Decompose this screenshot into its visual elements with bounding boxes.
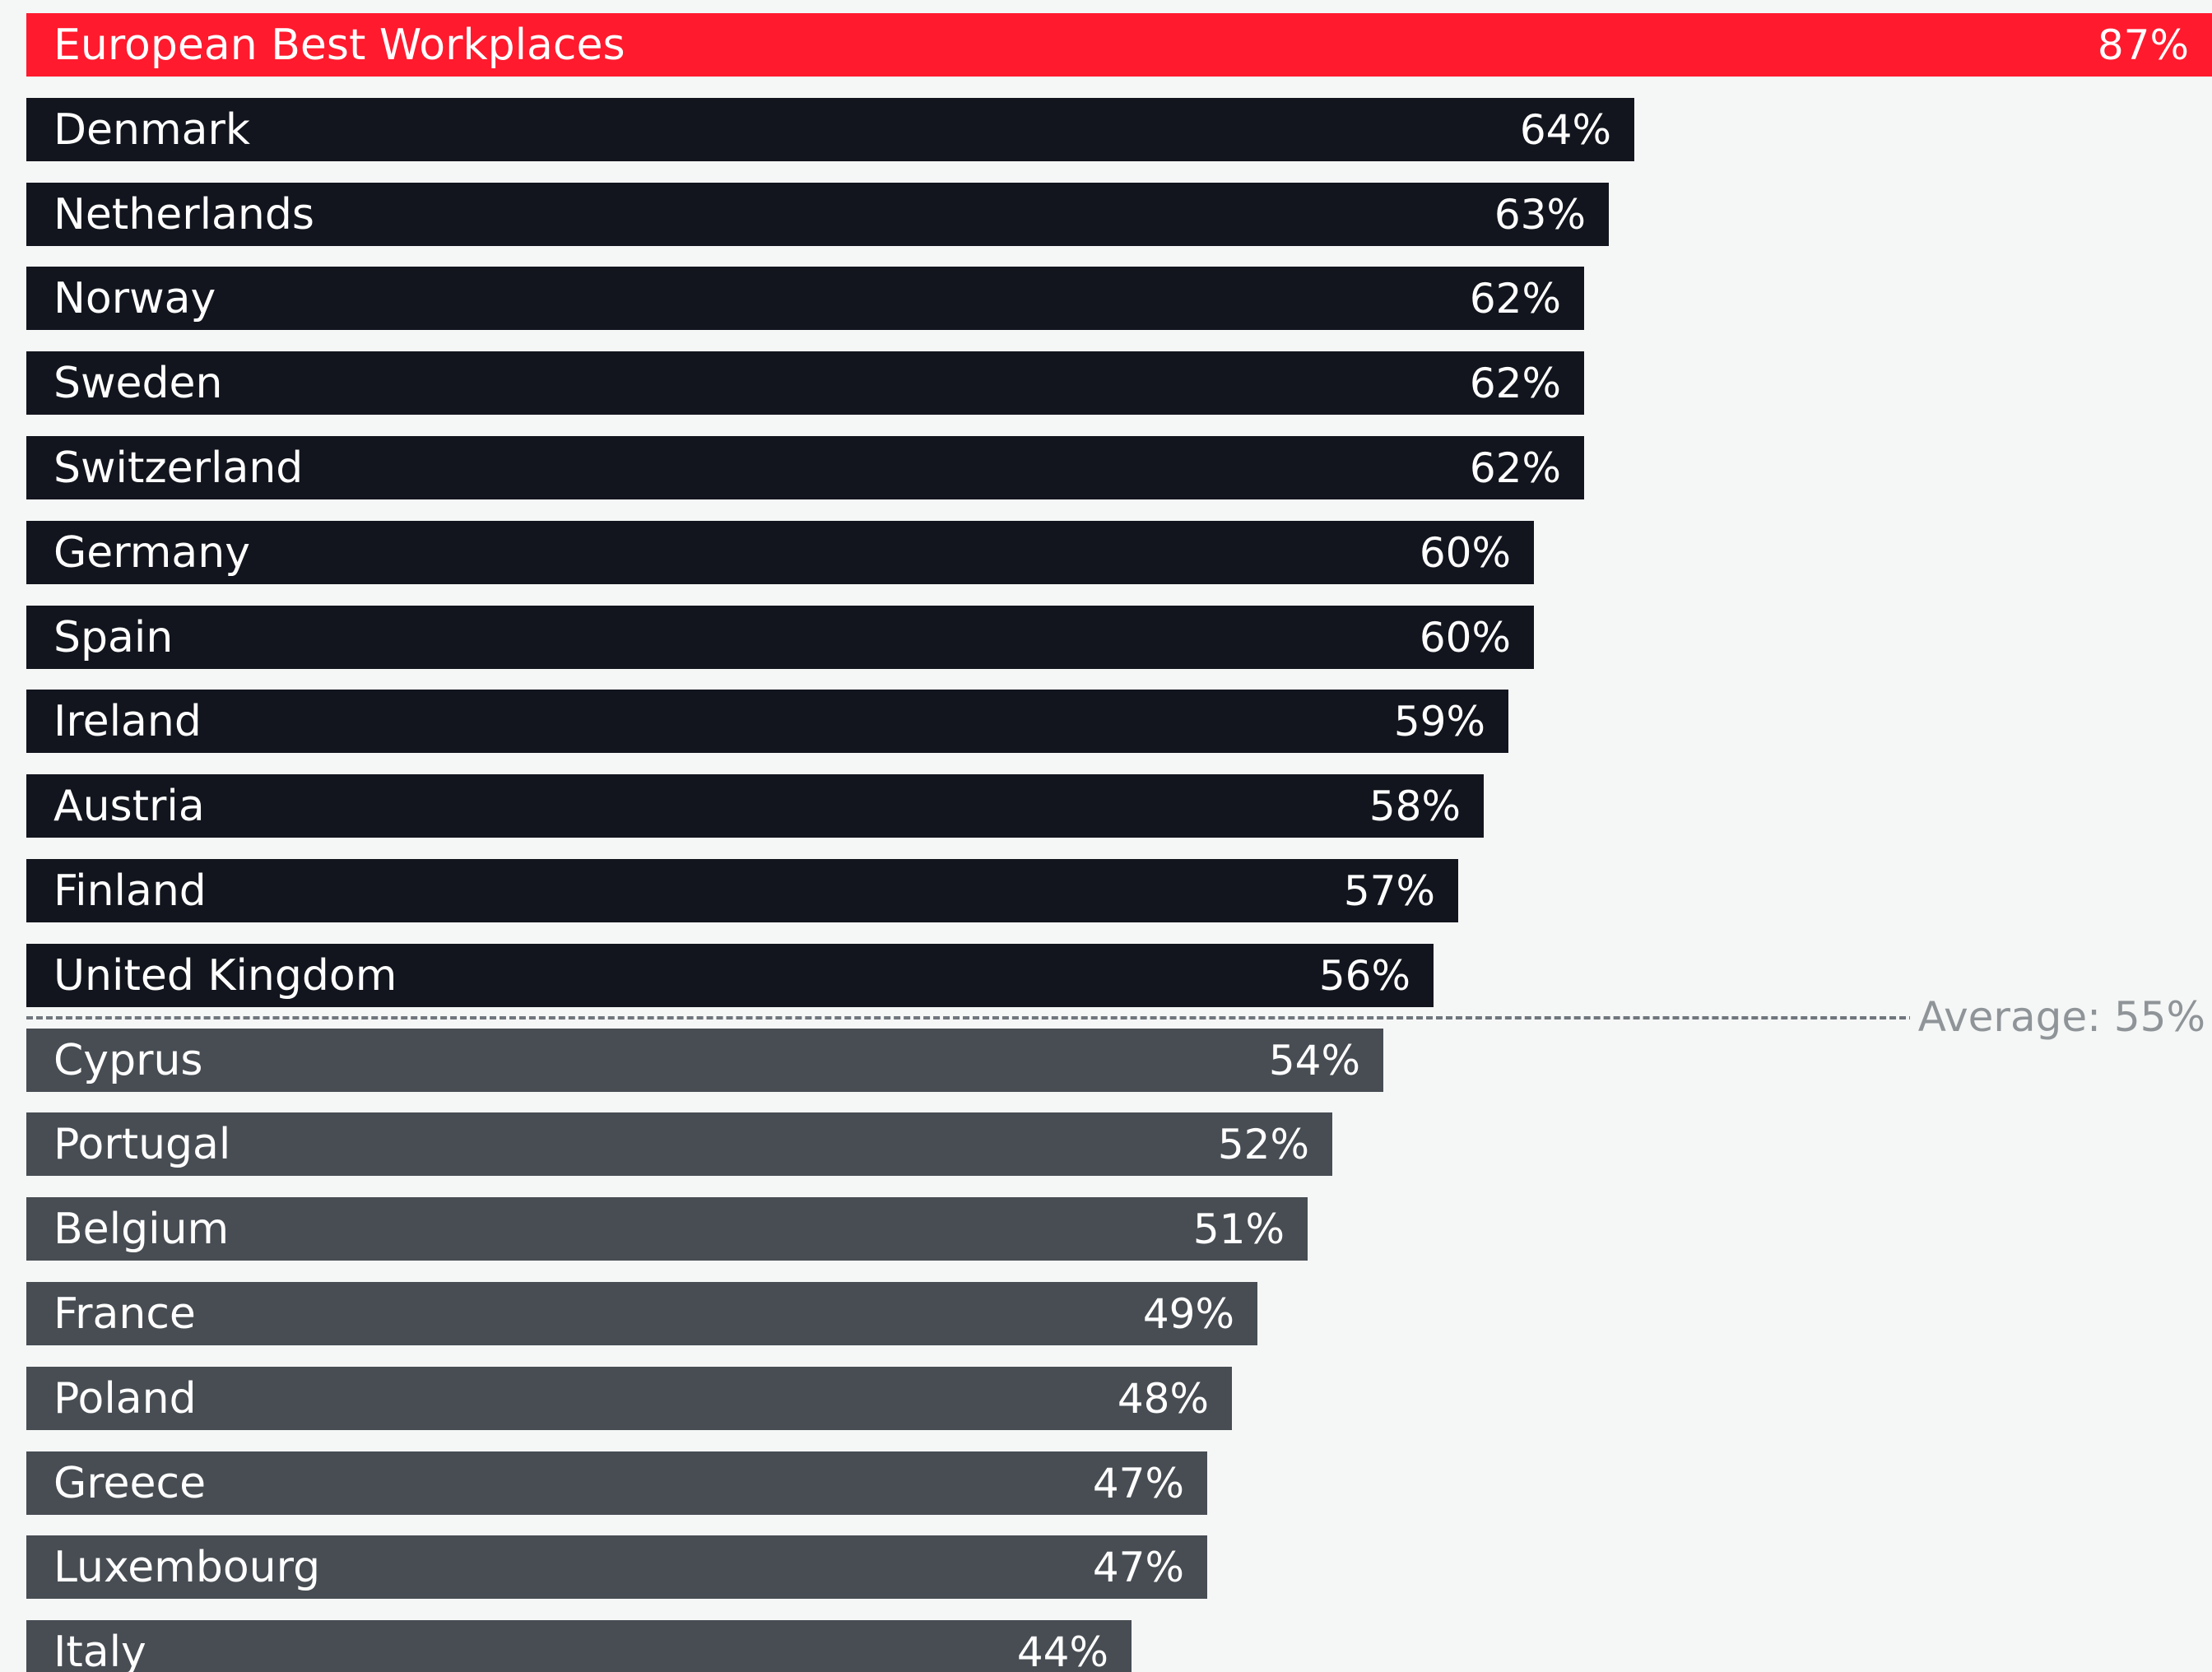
bar-ireland: Ireland 59% — [26, 690, 1508, 753]
bar-label: Luxembourg — [53, 1542, 321, 1592]
bar-label: Switzerland — [53, 443, 304, 493]
bar-portugal: Portugal 52% — [26, 1112, 1332, 1176]
bar-value-label: 58% — [1369, 782, 1461, 830]
bar-value-label: 47% — [1092, 1543, 1184, 1591]
bar-value-label: 44% — [1016, 1628, 1108, 1672]
bar-poland: Poland 48% — [26, 1367, 1232, 1430]
bar-value-label: 62% — [1469, 359, 1561, 407]
bar-value-label: 48% — [1117, 1374, 1209, 1423]
bar-norway: Norway 62% — [26, 267, 1584, 330]
bar-value-label: 87% — [2097, 21, 2189, 69]
bar-label: Netherlands — [53, 189, 314, 239]
bar-germany: Germany 60% — [26, 521, 1534, 584]
bar-label: Cyprus — [53, 1035, 203, 1085]
bar-label: Belgium — [53, 1204, 230, 1254]
bar-label: Italy — [53, 1627, 146, 1672]
bar-label: Denmark — [53, 104, 251, 155]
bar-label: Spain — [53, 612, 174, 662]
bar-spain: Spain 60% — [26, 606, 1534, 669]
bar-value-label: 54% — [1268, 1036, 1360, 1084]
bar-label: Poland — [53, 1373, 197, 1424]
bar-label: Portugal — [53, 1119, 231, 1169]
bar-label: Germany — [53, 527, 251, 578]
bar-value-label: 57% — [1343, 866, 1435, 915]
bar-austria: Austria 58% — [26, 774, 1484, 838]
bar-label: Norway — [53, 273, 216, 323]
bar-european-best-workplaces: European Best Workplaces 87% — [26, 13, 2212, 77]
bar-value-label: 52% — [1217, 1120, 1309, 1168]
average-label: Average: 55% — [1909, 996, 2205, 1038]
bar-label: France — [53, 1289, 196, 1339]
bar-luxembourg: Luxembourg 47% — [26, 1535, 1207, 1599]
bar-value-label: 51% — [1192, 1205, 1285, 1253]
bar-value-label: 47% — [1092, 1459, 1184, 1507]
bar-label: Ireland — [53, 696, 202, 746]
bar-cyprus: Cyprus 54% — [26, 1029, 1383, 1092]
bar-value-label: 63% — [1494, 190, 1586, 239]
bar-value-label: 62% — [1469, 444, 1561, 492]
bar-value-label: 60% — [1419, 613, 1511, 662]
bar-italy: Italy 44% — [26, 1620, 1132, 1672]
bar-denmark: Denmark 64% — [26, 98, 1634, 161]
bar-switzerland: Switzerland 62% — [26, 436, 1584, 499]
bar-label: Greece — [53, 1458, 207, 1508]
bar-value-label: 64% — [1519, 105, 1611, 154]
bar-united-kingdom: United Kingdom 56% — [26, 944, 1434, 1007]
bar-label: United Kingdom — [53, 950, 397, 1001]
bar-value-label: 59% — [1393, 697, 1485, 745]
average-line — [26, 1016, 1916, 1019]
bar-belgium: Belgium 51% — [26, 1197, 1308, 1261]
bar-label: Austria — [53, 781, 205, 831]
bar-finland: Finland 57% — [26, 859, 1458, 922]
bar-label: Finland — [53, 866, 207, 916]
bar-value-label: 49% — [1142, 1289, 1234, 1338]
bar-label: Sweden — [53, 358, 223, 408]
bar-label: European Best Workplaces — [53, 20, 625, 70]
bar-sweden: Sweden 62% — [26, 351, 1584, 415]
bar-greece: Greece 47% — [26, 1451, 1207, 1515]
bar-france: France 49% — [26, 1282, 1257, 1345]
bar-netherlands: Netherlands 63% — [26, 183, 1609, 246]
bar-value-label: 60% — [1419, 528, 1511, 577]
bar-value-label: 62% — [1469, 274, 1561, 323]
bar-value-label: 56% — [1318, 951, 1410, 1000]
